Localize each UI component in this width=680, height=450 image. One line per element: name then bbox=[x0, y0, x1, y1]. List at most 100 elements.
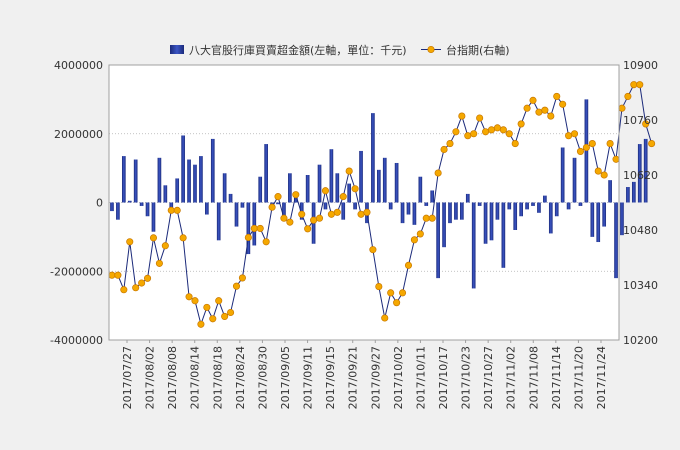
bar bbox=[341, 202, 346, 220]
bar bbox=[199, 156, 203, 203]
bar bbox=[382, 157, 387, 203]
x-tick-label: 2017/08/30 bbox=[256, 346, 269, 409]
index-point bbox=[321, 187, 330, 195]
index-point bbox=[576, 147, 585, 155]
index-point bbox=[191, 297, 199, 305]
index-point bbox=[398, 289, 407, 297]
index-point bbox=[167, 206, 175, 214]
bar bbox=[483, 202, 488, 244]
bar bbox=[465, 193, 470, 203]
index-point bbox=[298, 210, 306, 218]
bar bbox=[430, 190, 435, 203]
x-tick-label: 2017/09/11 bbox=[302, 346, 315, 409]
bar bbox=[400, 202, 405, 224]
index-point bbox=[203, 303, 211, 311]
index-point bbox=[482, 128, 490, 136]
bar bbox=[145, 202, 150, 217]
bar bbox=[335, 173, 340, 203]
index-point bbox=[381, 314, 389, 322]
bar bbox=[246, 202, 251, 255]
bar bbox=[110, 202, 114, 212]
bar bbox=[477, 202, 482, 206]
bar bbox=[282, 202, 286, 217]
bar bbox=[371, 113, 375, 203]
index-point bbox=[547, 112, 555, 120]
bar bbox=[276, 202, 280, 205]
index-point bbox=[227, 308, 235, 317]
bar bbox=[216, 202, 221, 241]
bar bbox=[353, 202, 357, 210]
x-tick-label: 2017/09/21 bbox=[347, 346, 360, 409]
bar bbox=[436, 202, 440, 279]
x-tick-label: 2017/10/11 bbox=[414, 346, 427, 409]
index-point bbox=[155, 259, 163, 267]
index-point bbox=[120, 286, 128, 294]
index-point bbox=[476, 114, 484, 122]
bar bbox=[305, 175, 310, 203]
index-point bbox=[179, 234, 187, 242]
index-point bbox=[559, 100, 567, 108]
index-point bbox=[517, 120, 525, 128]
bar-series bbox=[110, 99, 648, 289]
left-axis-tick-label: -4000000 bbox=[50, 334, 103, 347]
x-tick-label: 2017/09/15 bbox=[324, 346, 337, 409]
bar bbox=[121, 156, 126, 203]
bar bbox=[543, 195, 547, 203]
index-point bbox=[387, 289, 395, 297]
right-axis-tick-label: 10760 bbox=[623, 114, 658, 127]
index-point bbox=[642, 120, 650, 128]
index-point bbox=[422, 214, 430, 222]
right-axis-tick-label: 10480 bbox=[623, 224, 658, 237]
plot-border bbox=[108, 64, 620, 341]
index-point bbox=[238, 274, 246, 282]
bar bbox=[163, 185, 168, 203]
x-tick-label: 2017/08/18 bbox=[211, 346, 224, 409]
index-point bbox=[126, 238, 134, 246]
index-point bbox=[505, 130, 513, 138]
index-point bbox=[446, 140, 454, 148]
bar bbox=[507, 202, 512, 210]
bar bbox=[222, 173, 227, 203]
index-point bbox=[606, 140, 614, 148]
index-point bbox=[553, 92, 561, 100]
index-point bbox=[244, 233, 252, 242]
index-point bbox=[375, 283, 383, 291]
x-tick-label: 2017/11/02 bbox=[505, 346, 518, 409]
index-point bbox=[452, 128, 460, 136]
index-point bbox=[624, 92, 632, 100]
bar bbox=[637, 144, 642, 203]
bar bbox=[620, 202, 624, 236]
bar bbox=[454, 202, 458, 220]
axes: -4000000 -2000000 0 2000000 4000000 10200 1034… bbox=[50, 59, 658, 409]
bar bbox=[590, 202, 595, 237]
bar bbox=[643, 138, 648, 203]
bar bbox=[626, 187, 630, 203]
index-point bbox=[499, 126, 507, 134]
index-point bbox=[535, 108, 543, 116]
bar bbox=[519, 202, 523, 217]
index-point bbox=[185, 293, 193, 301]
index-point bbox=[440, 145, 448, 154]
index-point bbox=[565, 132, 573, 140]
bar bbox=[513, 202, 518, 230]
index-point bbox=[339, 193, 347, 201]
index-point bbox=[404, 261, 413, 269]
bar bbox=[264, 144, 268, 203]
index-point bbox=[280, 214, 288, 222]
legend: 八大官股行庫買賣超金額(左軸，單位：千元) 台指期(右軸) bbox=[170, 43, 510, 57]
bar bbox=[187, 159, 191, 203]
bar bbox=[234, 202, 239, 227]
bar bbox=[531, 202, 535, 206]
x-tick-label: 2017/10/27 bbox=[482, 346, 495, 409]
bar bbox=[548, 202, 553, 234]
bar bbox=[560, 147, 565, 203]
index-point bbox=[434, 169, 442, 177]
index-point bbox=[345, 167, 353, 175]
index-point bbox=[333, 208, 341, 216]
index-point bbox=[274, 193, 282, 201]
bar bbox=[412, 202, 417, 225]
x-tick-label: 2017/08/24 bbox=[234, 346, 247, 409]
index-point bbox=[221, 312, 229, 320]
x-tick-label: 2017/08/08 bbox=[166, 346, 179, 409]
bar bbox=[388, 202, 393, 210]
